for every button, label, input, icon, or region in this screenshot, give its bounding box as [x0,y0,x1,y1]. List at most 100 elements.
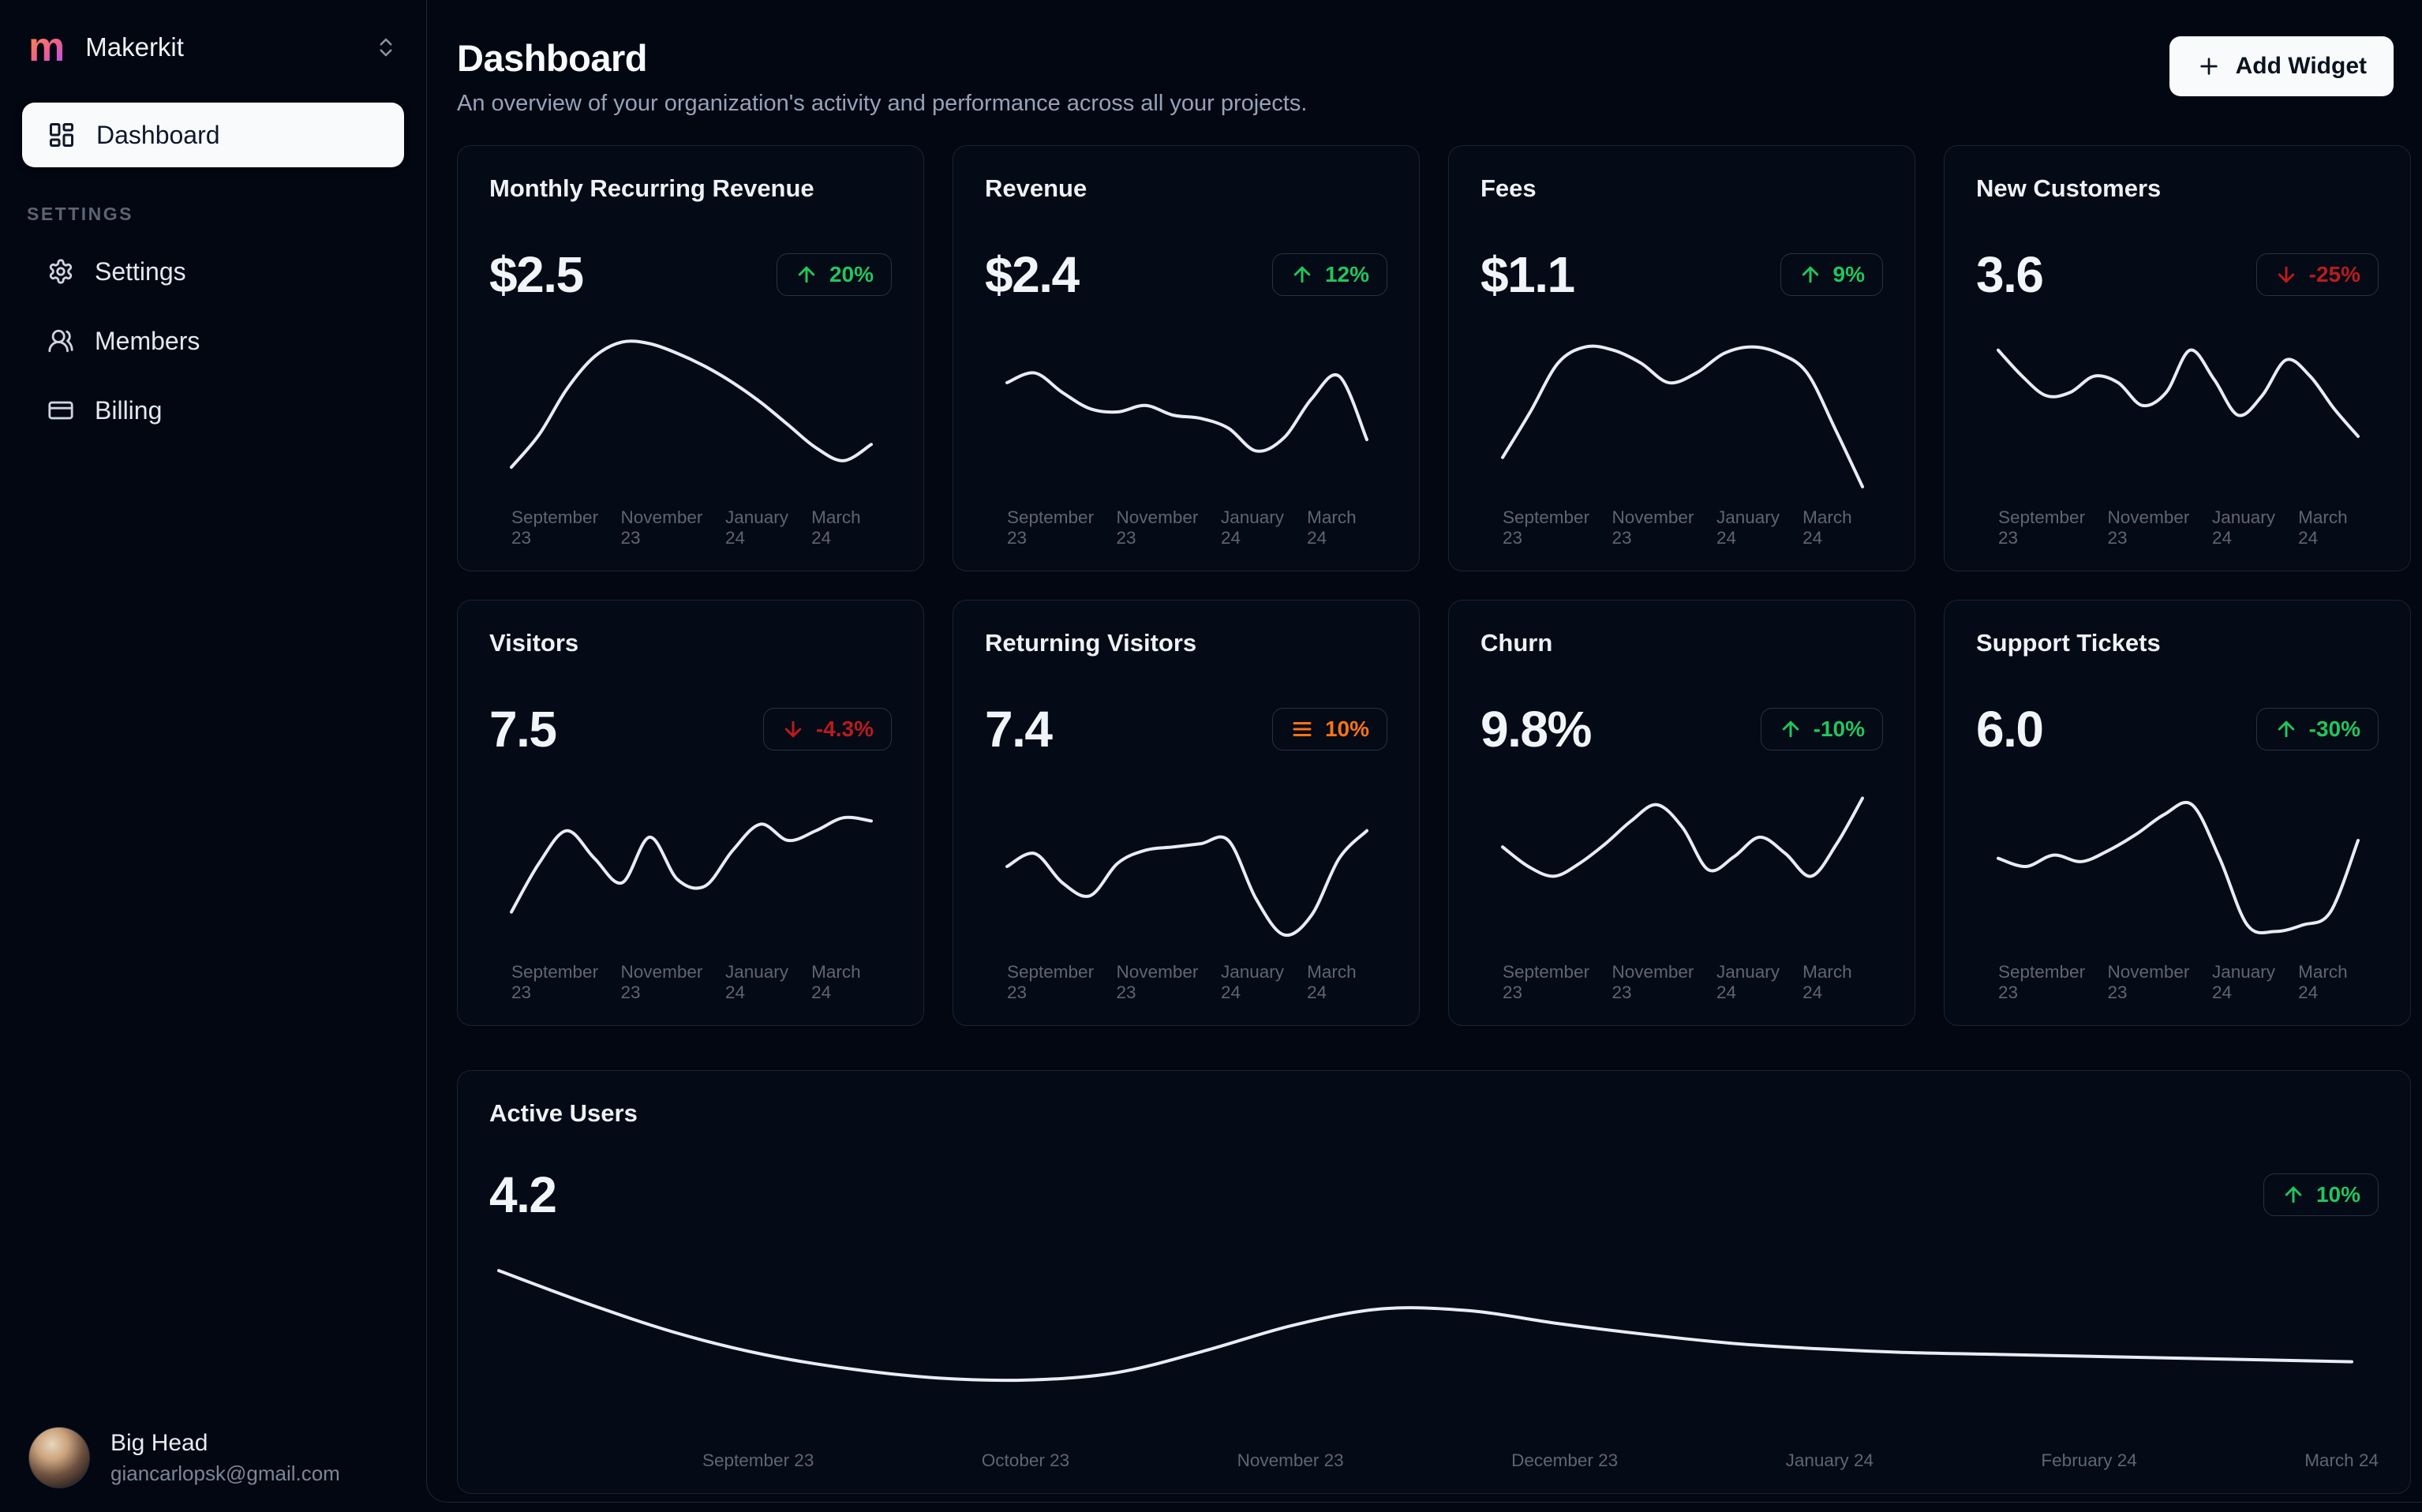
sidebar-item-settings[interactable]: Settings [22,247,404,296]
brand-logo: m [28,24,66,70]
trend-label: 9% [1832,262,1865,286]
card-returning-visitors: Returning Visitors 7.4 10% September 23 N… [953,600,1420,1026]
card-new-customers: New Customers 3.6 -25% September 23 Novem… [1944,145,2411,571]
trend-label: 10% [1324,717,1369,741]
gear-icon [49,259,73,284]
metric-value: $2.4 [985,246,1080,303]
trend-badge: 20% [776,253,892,296]
card-support-tickets: Support Tickets 6.0 -30% September 23 Nov… [1944,600,2411,1026]
x-axis-ticks: September 23 November 23 January 24 March 2… [1007,962,1357,1002]
card-title: Monthly Recurring Revenue [489,174,814,202]
card-revenue: Revenue $2.4 12% September 23 November 23… [953,145,1420,571]
trend-up-icon [795,263,818,286]
trend-label: 20% [829,262,874,286]
page-title: Dashboard [457,37,648,79]
card-churn: Churn 9.8% -10% September 23 November 23 J… [1448,600,1915,1026]
card-title: New Customers [1976,174,2162,202]
metric-value: 9.8% [1481,701,1592,758]
sidebar-item-label: Settings [95,256,186,286]
trend-badge: 9% [1780,253,1883,296]
brand-name: Makerkit [85,32,184,62]
sparkline-chart [1997,348,2360,438]
sidebar-item-billing[interactable]: Billing [22,386,404,435]
trend-up-icon [2282,1183,2305,1207]
trend-label: -25% [2308,262,2360,286]
card-fees: Fees $1.1 9% September 23 November 23 Janu… [1448,145,1915,571]
user-menu[interactable]: Big Head giancarlopsk@gmail.com [22,1427,404,1488]
sidebar: m Makerkit Dashboard SETTINGS Settings [0,0,426,1512]
sidebar-item-members[interactable]: Members [22,316,404,365]
trend-badge: -4.3% [762,708,892,750]
metric-value: $2.5 [489,246,584,303]
trend-up-icon [1779,717,1802,741]
x-axis-ticks: September 23 November 23 January 24 March 2… [1998,507,2348,548]
x-axis-ticks: September 23 November 23 January 24 March 2… [511,962,861,1002]
credit-card-icon [48,401,73,420]
user-name: Big Head [110,1429,208,1456]
trend-up-icon [2274,717,2298,741]
metric-value: 7.5 [489,701,557,758]
x-axis-ticks: September 23 November 23 January 24 March 2… [1503,962,1852,1002]
main-panel: Dashboard An overview of your organizati… [426,0,2422,1503]
trend-up-icon [1290,263,1314,286]
user-avatar [28,1427,90,1488]
users-icon [48,329,73,353]
card-title: Support Tickets [1976,629,2161,657]
x-axis-ticks: September 23 November 23 January 24 March 2… [511,507,861,548]
trend-label: -30% [2308,717,2360,741]
user-email: giancarlopsk@gmail.com [110,1461,340,1485]
trend-badge: 12% [1271,253,1387,296]
sparkline-chart [1501,344,1864,488]
x-axis-ticks: September 23 October 23 November 23 Dece… [702,1450,2379,1470]
trend-down-icon [781,717,805,741]
trend-up-icon [1799,263,1822,286]
trend-down-icon [2274,263,2298,286]
trend-label: -10% [1813,717,1865,741]
organization-switcher[interactable]: m Makerkit [22,27,404,68]
sparkline-chart [1501,796,1864,878]
sparkline-chart [1005,371,1368,453]
sidebar-item-label: Dashboard [96,120,220,149]
sidebar-settings-nav: Settings Members Billing [22,247,404,435]
sparkline-chart [1005,829,1368,938]
trend-badge: -25% [2255,253,2379,296]
trend-flat-icon [1290,717,1314,741]
sidebar-section-label: SETTINGS [27,204,134,224]
sidebar-item-label: Billing [95,395,163,425]
page-subtitle: An overview of your organization's activ… [457,91,1308,116]
x-axis-ticks: September 23 November 23 January 24 March 2… [1007,507,1357,548]
card-title: Churn [1481,629,1553,657]
card-title: Revenue [985,174,1087,202]
line-chart [497,1269,2353,1383]
trend-badge: -30% [2255,708,2379,750]
metrics-grid: Monthly Recurring Revenue $2.5 20% Septe… [457,145,2411,1494]
user-meta: Big Head giancarlopsk@gmail.com [110,1430,340,1486]
card-title: Fees [1481,174,1537,202]
card-monthly-recurring-revenue: Monthly Recurring Revenue $2.5 20% Septe… [457,145,924,571]
trend-badge: 10% [1271,708,1387,750]
metric-value: 6.0 [1976,701,2044,758]
add-widget-button[interactable]: Add Widget [2169,36,2394,96]
trend-label: 10% [2315,1182,2360,1207]
trend-label: 12% [1324,262,1369,286]
sparkline-chart [510,339,873,470]
trend-label: -4.3% [815,717,874,741]
trend-badge: -10% [1760,708,1883,750]
metric-value: 3.6 [1976,246,2044,303]
metric-value: 4.2 [489,1166,557,1223]
card-visitors: Visitors 7.5 -4.3% September 23 November … [457,600,924,1026]
card-title: Returning Visitors [985,629,1197,657]
plus-icon [2199,58,2218,75]
trend-badge: 10% [2263,1173,2379,1216]
x-axis-ticks: September 23 November 23 January 24 March 2… [1503,507,1852,548]
metric-value: 7.4 [985,701,1053,758]
page-header: Dashboard An overview of your organizati… [457,36,2411,117]
card-title: Visitors [489,629,579,657]
dashboard-icon [50,123,73,147]
chevrons-up-down-icon [380,38,392,57]
card-active-users: Active Users 4.2 10% September 23 Octobe… [457,1070,2411,1494]
x-axis-ticks: September 23 November 23 January 24 March 2… [1998,962,2348,1002]
sidebar-item-dashboard[interactable]: Dashboard [22,103,404,167]
sparkline-chart [1997,800,2360,935]
sidebar-item-label: Members [95,326,200,355]
